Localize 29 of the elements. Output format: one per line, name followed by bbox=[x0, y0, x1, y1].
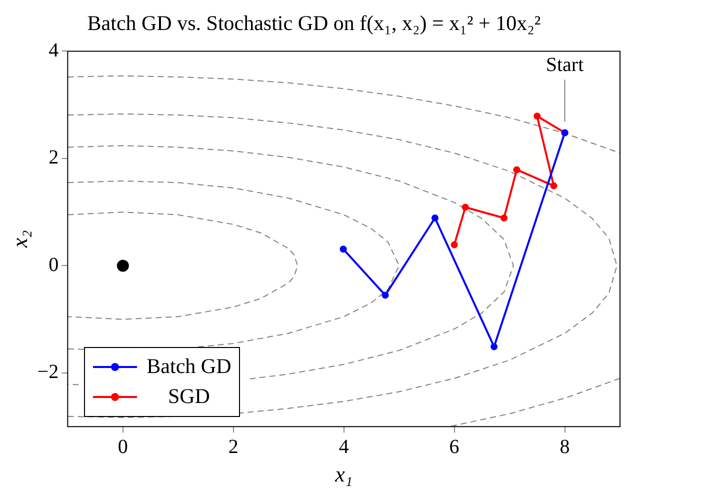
y-axis-title: x₂ bbox=[6, 230, 32, 249]
point bbox=[500, 214, 508, 222]
x-tick-label: 4 bbox=[338, 436, 349, 458]
y-tick-label: 0 bbox=[48, 254, 59, 276]
y-tick-label: 2 bbox=[48, 146, 59, 169]
x-axis-title: x₁ bbox=[334, 462, 353, 487]
point bbox=[450, 241, 458, 248]
x-tick-label: 2 bbox=[228, 436, 238, 458]
line-series bbox=[68, 113, 618, 418]
line-series bbox=[68, 75, 620, 154]
point bbox=[462, 204, 469, 211]
point bbox=[116, 260, 129, 272]
x-tick-label: 8 bbox=[560, 436, 570, 458]
y-tick-label: 4 bbox=[48, 39, 59, 62]
point bbox=[513, 166, 520, 174]
y-tick-label: −2 bbox=[37, 361, 59, 384]
x-tick-label: 6 bbox=[449, 436, 460, 458]
point bbox=[382, 292, 389, 299]
x-tick-label: 0 bbox=[118, 436, 128, 458]
legend-label: SGD bbox=[166, 384, 211, 410]
legend-label: Batch GD bbox=[146, 354, 232, 380]
point bbox=[550, 182, 558, 190]
line-series bbox=[68, 212, 298, 320]
point bbox=[340, 246, 347, 253]
chart-title: Batch GD vs. Stochastic GD on f(x₁, x₂) = x₁² + 10x₂² bbox=[87, 11, 541, 36]
point bbox=[534, 112, 541, 120]
point bbox=[431, 214, 438, 222]
annotation: Start bbox=[546, 54, 584, 76]
point bbox=[490, 343, 498, 350]
